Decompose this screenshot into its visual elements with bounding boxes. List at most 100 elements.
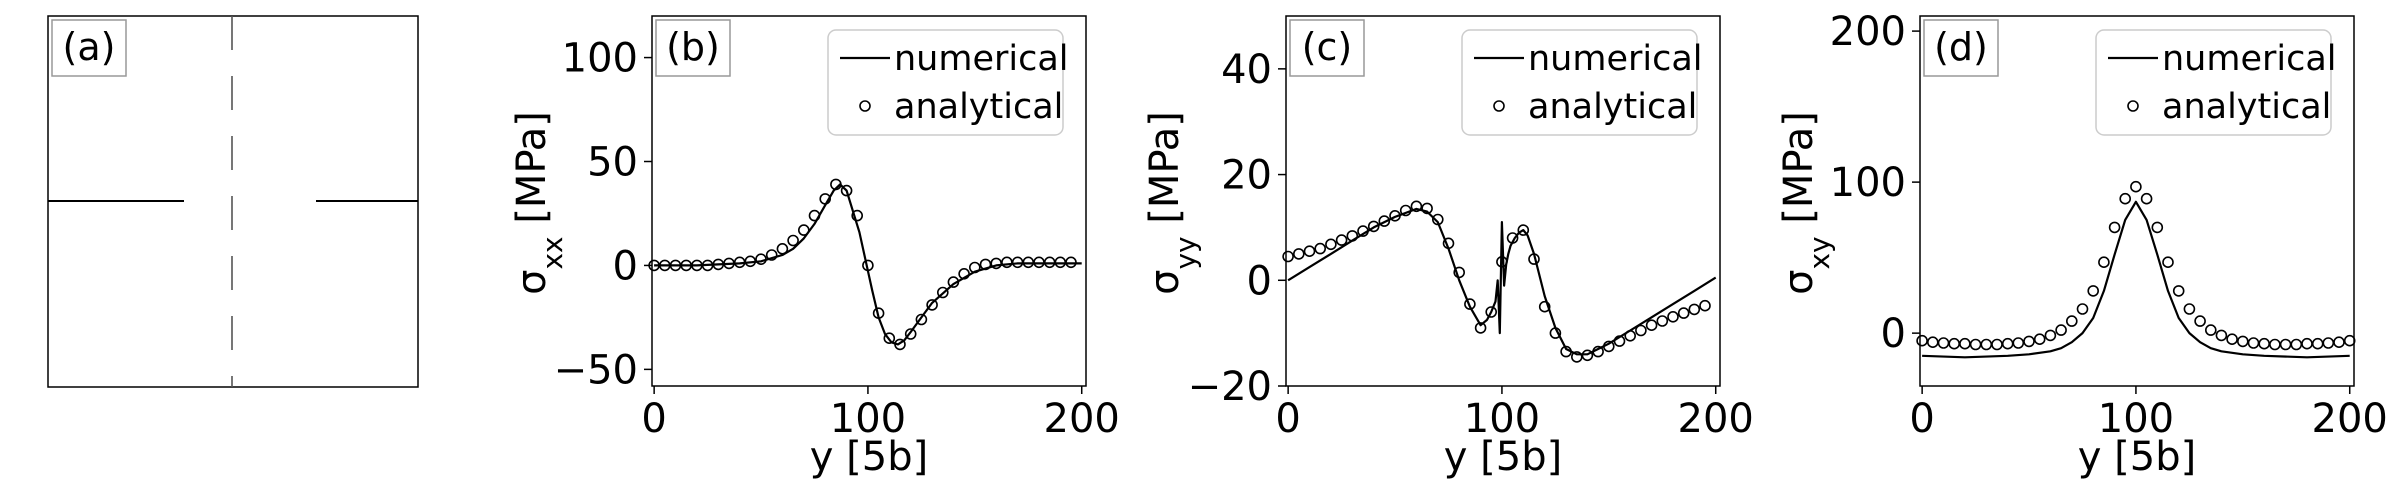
panel-d-analytical-point [2237,335,2249,348]
panel-c-analytical-point [1528,253,1540,265]
panel-c-legend-analytical: analytical [1528,87,1697,127]
panel-c-analytical-point [1282,250,1294,263]
panel-c-analytical-point [1399,204,1412,217]
panel-c-xtick-label: 100 [1464,396,1540,442]
panel-b-xlabel: y [5b] [810,434,928,480]
panel-c-analytical-point [1560,345,1572,358]
panel-c-analytical-point [1346,230,1359,242]
panel-b-analytical-point [765,249,778,261]
panel-c-legend-marker [1493,100,1505,112]
panel-d-analytical-point [2055,324,2067,336]
panel-d-ytick-label: 100 [1830,160,1906,206]
panel-b-analytical-point [968,261,981,274]
panel-c-analytical-point [1635,324,1647,337]
panel-d-xtick-label: 100 [2098,396,2174,442]
panel-c-tag: (c) [1302,25,1353,69]
panel-b-analytical-point [862,259,874,272]
panel-c-analytical-point [1581,349,1594,362]
panel-c-analytical-point [1506,232,1519,244]
panel-b-series [648,178,1082,351]
panel-b-analytical-point [744,255,757,268]
panel-c-analytical-point [1410,200,1423,213]
panel-d-ylabel-sigma: σ [1776,270,1822,295]
panel-c-analytical-point [1613,335,1626,347]
panel-c-ylabel-sub: yy [1169,236,1202,269]
panel-d-analytical-point [2194,315,2206,327]
panel-b-analytical-point [936,286,949,299]
panel-d-analytical-point [2311,337,2324,350]
panel-b-ylabel: σxx [MPa] [509,111,569,295]
panel-d-analytical-point [2279,338,2292,351]
panel-c-analytical-point [1667,310,1679,323]
panel-c-analytical-point [1645,319,1658,332]
panel-b-xtick-label: 200 [1044,396,1120,442]
panel-d-analytical-point [2290,338,2303,351]
panel-d-ytick-label: 0 [1881,311,1906,357]
panel-c-analytical-point [1538,300,1551,313]
panel-d-legend-box [2095,29,2332,136]
panel-c-frame [1285,15,1721,387]
panel-d-analytical-point [2130,180,2142,193]
panel-d-analytical-point [2205,324,2217,336]
panel-c-analytical-point [1699,299,1711,312]
panel-c-analytical-point [1517,224,1530,236]
panel-b-analytical-point [894,338,906,351]
panel-d-analytical-point [1916,334,1928,347]
panel-a-tag-box [51,19,127,77]
panel-c-ytick-label: 20 [1221,153,1272,199]
panel-b-analytical-point [883,332,896,345]
panel-d-ylabel-sub: xy [1803,236,1836,269]
panel-d-xtick-label: 200 [2312,396,2388,442]
panel-a-tag: (a) [63,25,116,69]
panel-b-analytical-point [926,299,938,311]
panel-c-analytical-point [1453,266,1465,279]
panel-d-analytical-point [1927,336,1939,349]
panel-a: (a) [47,15,419,388]
panel-c-analytical-point [1303,245,1316,257]
panel-d-numerical-line [1922,200,2350,359]
panel-d-analytical-point [2119,192,2131,205]
panel-d-analytical-point [2258,337,2270,350]
panel-c-legend-box [1461,29,1698,136]
panel-d-analytical-point [2098,256,2110,269]
panel-d-analytical-point [2333,336,2345,349]
panel-c-analytical-point [1624,329,1636,342]
panel-b-legend-marker [859,100,871,112]
panel-c-analytical-point [1389,210,1401,222]
panel-d-legend-numerical: numerical [2162,39,2337,79]
panel-d-xtick-label: 0 [1909,396,1934,442]
panel-c-analytical-point [1549,327,1562,339]
panel-d-analytical-point [2322,337,2335,349]
panel-c-analytical-point [1421,202,1433,215]
panel-c-xtick-label: 0 [1275,396,1300,442]
panel-b-analytical-point [787,234,799,247]
panel-c-ytick-label: 40 [1221,47,1272,93]
panel-d-tag-box [1923,19,1999,77]
panel-d-analytical-point [1959,337,1971,350]
panel-d-analytical-point [1937,337,1950,349]
panel-c-analytical-point [1485,306,1497,318]
panel-c-xtick-label: 200 [1678,396,1754,442]
panel-b-ylabel-sigma: σ [509,270,555,295]
panel-c-analytical-point [1314,242,1326,255]
panel-c-analytical-point [1357,225,1369,237]
panel-d-analytical-point [2087,285,2099,297]
panel-c-analytical-point [1474,322,1487,334]
panel-d-tag: (d) [1934,25,1988,69]
panel-d-analytical-point [2108,221,2121,234]
panel-d-analytical-point [1980,338,1993,351]
panel-b-analytical-point [1065,256,1077,269]
panel-d-analytical-point [2151,221,2164,234]
panel-b-analytical-point [830,178,842,191]
panel-b-legend-analytical: analytical [894,87,1063,127]
panel-d-xlabel: y [5b] [2078,434,2196,480]
panel-c-analytical-point [1442,237,1455,250]
panel-d-ticks: 0 100 200 0 100 200 [1830,9,2388,442]
panel-d-frame [1919,15,2355,387]
panel-d-analytical-point [2301,337,2313,350]
panel-c-analytical-point [1656,315,1669,327]
panel-b-analytical-point [797,224,810,236]
panel-b-legend: numerical analytical [827,29,1069,136]
panel-d-analytical-point [2033,333,2046,346]
